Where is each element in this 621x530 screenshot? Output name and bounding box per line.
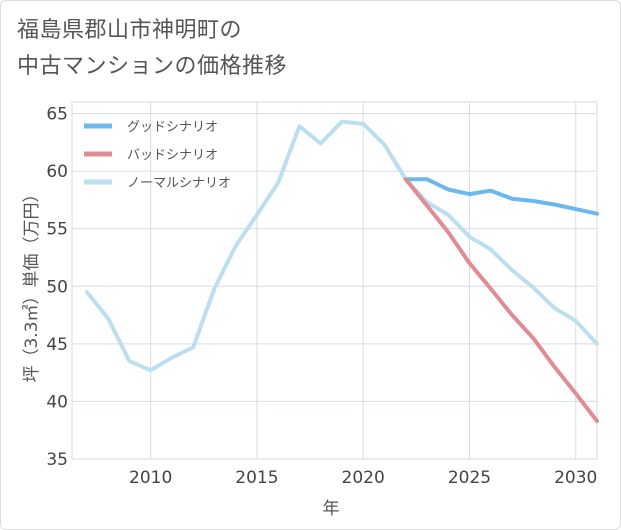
y-tick-label: 60 [46, 162, 68, 182]
series-line-0 [403, 177, 599, 216]
title-line-2: 中古マンションの価格推移 [17, 54, 288, 79]
x-tick-label: 2020 [342, 468, 385, 488]
legend-label-2: ノーマルシナリオ [127, 176, 231, 191]
x-tick-label: 2025 [448, 468, 491, 488]
x-axis-title: 年 [323, 499, 340, 519]
y-tick-label: 45 [46, 335, 68, 355]
y-tick-label: 50 [46, 277, 68, 297]
x-tick-label: 2030 [554, 468, 597, 488]
y-tick-label: 55 [46, 220, 68, 240]
legend-label-1: バッドシナリオ [127, 148, 218, 163]
series-layer [84, 119, 599, 423]
y-tick-label: 65 [46, 105, 68, 125]
grid-lines [71, 101, 598, 460]
legend-label-0: グッドシナリオ [127, 120, 218, 135]
x-axis-ticks: 2010 2015 2020 2025 2030 [129, 468, 597, 488]
y-axis-title: 坪（3.3㎡）単価（万円） [22, 185, 42, 382]
x-tick-label: 2015 [235, 468, 278, 488]
series-line-1 [403, 177, 599, 423]
y-tick-label: 35 [46, 450, 68, 470]
x-tick-label: 2010 [129, 468, 172, 488]
y-axis-ticks: 35 40 45 50 55 60 65 [46, 105, 68, 470]
series-line-2 [84, 119, 599, 373]
title-line-1: 福島県郡山市神明町の [17, 18, 243, 43]
y-tick-label: 40 [46, 392, 68, 412]
chart-title: 福島県郡山市神明町の 中古マンションの価格推移 [17, 13, 287, 85]
